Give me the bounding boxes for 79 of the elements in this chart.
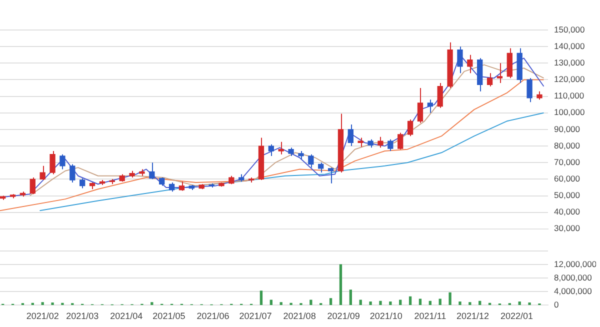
bar [458,301,462,306]
y-tick-label: 12,000,000 [554,258,597,269]
x-tick-label: 2021/09 [327,311,360,322]
y-tick-label: 8,000,000 [554,272,592,282]
y-tick-label: 90,000 [554,124,580,134]
candlestick [70,164,76,183]
y-tick-label: 150,000 [554,24,585,34]
y-tick-label: 120,000 [554,74,585,84]
bar [51,302,54,306]
bar [438,298,442,306]
bar [150,302,154,306]
y-tick-label: 100,000 [554,107,585,118]
x-tick-label: 2021/10 [370,311,402,322]
bar [518,301,521,306]
candlestick [496,62,503,84]
y-tick-label: 140,000 [554,40,585,51]
candlestick [427,99,433,114]
bar [418,298,422,306]
y-tick-label: 130,000 [554,57,585,68]
bar [349,290,352,306]
candlestick [378,136,384,148]
candlestick [388,138,394,152]
y-tick-label: 70,000 [554,156,580,167]
candlestick [348,124,354,147]
bar [280,302,282,306]
x-tick-label: 2021/08 [283,311,316,322]
y-tick-label: 40,000 [554,206,580,217]
y-tick-label: 110,000 [554,90,584,101]
x-tick-label: 2021/03 [66,311,99,322]
bar [339,264,342,306]
candlestick [467,54,473,74]
bar [468,302,472,306]
candlestick [178,181,185,192]
candlestick [149,162,155,180]
candlestick [308,154,314,168]
y-tick-label: 80,000 [554,140,580,150]
x-tick-label: 2021/06 [196,311,230,322]
bar [260,290,263,306]
bar [290,302,292,306]
bar [379,300,382,306]
x-tick-label: 2021/05 [152,311,186,322]
candlestick [407,119,414,137]
candlestick [486,72,493,87]
x-tick-label: 2021/02 [26,311,59,322]
candlestick [278,141,284,155]
bar [41,302,44,306]
candlestick [50,150,56,175]
candlestick [457,46,463,74]
y-tick-label: 0 [554,300,559,310]
x-tick-label: 2021/04 [110,311,143,322]
candlestick [80,178,86,189]
candlestick [318,162,324,174]
x-tick-label: 2021/07 [239,311,272,322]
candlestick [437,82,443,108]
candlestick [40,165,46,181]
x-tick-label: 2022/01 [500,311,534,322]
y-tick-label: 4,000,000 [554,286,592,296]
bar [369,301,372,306]
candlestick [358,137,364,148]
bar [528,302,531,306]
candlestick [168,182,175,192]
bar [448,292,452,306]
bar [408,296,412,306]
x-tick-label: 2021/12 [456,311,490,322]
candlestick [506,48,512,79]
candlestick [30,177,36,195]
candlestick [60,154,66,170]
bar [389,301,392,306]
candlestick [398,132,404,150]
candlestick [526,78,532,103]
candlestick [328,167,334,184]
bar [61,302,64,306]
y-tick-label: 50,000 [554,190,580,200]
candlestick [268,144,274,156]
y-tick-label: 30,000 [554,223,580,234]
y-tick-label: 60,000 [554,174,580,184]
candlestick [417,88,424,124]
bar [329,298,332,306]
x-tick-label: 2021/11 [414,311,446,322]
